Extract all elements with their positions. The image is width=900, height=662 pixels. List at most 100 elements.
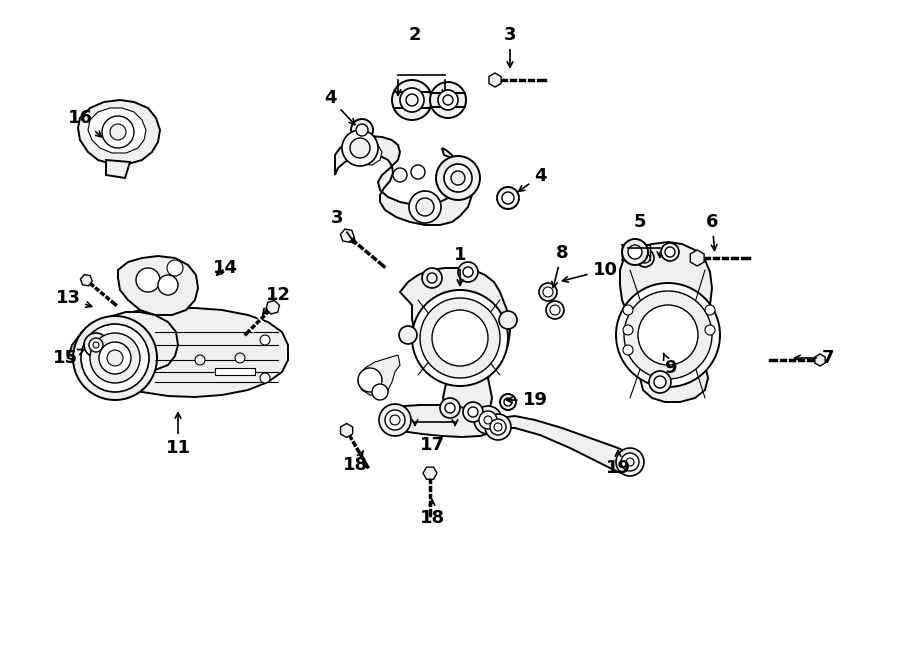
- Circle shape: [463, 267, 473, 277]
- Circle shape: [412, 290, 508, 386]
- Text: 6: 6: [706, 213, 718, 250]
- Text: 1: 1: [454, 246, 466, 285]
- Circle shape: [358, 368, 382, 392]
- Circle shape: [260, 335, 270, 345]
- Circle shape: [543, 287, 553, 297]
- Polygon shape: [400, 268, 510, 420]
- Polygon shape: [68, 308, 288, 397]
- Circle shape: [420, 298, 500, 378]
- Circle shape: [385, 410, 405, 430]
- Circle shape: [393, 168, 407, 182]
- Circle shape: [107, 350, 123, 366]
- Polygon shape: [490, 416, 638, 475]
- Circle shape: [195, 355, 205, 365]
- Circle shape: [430, 82, 466, 118]
- Circle shape: [494, 423, 502, 431]
- Polygon shape: [430, 93, 465, 107]
- Text: 7: 7: [795, 349, 834, 367]
- Polygon shape: [78, 100, 160, 164]
- Circle shape: [451, 171, 465, 185]
- Polygon shape: [340, 424, 353, 438]
- Circle shape: [705, 325, 715, 335]
- Circle shape: [427, 273, 437, 283]
- Circle shape: [436, 156, 480, 200]
- Circle shape: [550, 305, 560, 315]
- Text: 3: 3: [504, 26, 517, 68]
- Polygon shape: [80, 275, 93, 286]
- Text: 18: 18: [342, 451, 367, 474]
- Text: 10: 10: [562, 261, 617, 282]
- Circle shape: [638, 305, 698, 365]
- Text: 4: 4: [324, 89, 355, 124]
- Polygon shape: [92, 312, 178, 372]
- Circle shape: [99, 342, 131, 374]
- Circle shape: [621, 453, 639, 471]
- Circle shape: [616, 448, 644, 476]
- Circle shape: [444, 164, 472, 192]
- Polygon shape: [356, 142, 382, 165]
- Polygon shape: [88, 108, 146, 153]
- Polygon shape: [622, 245, 650, 260]
- Circle shape: [626, 458, 634, 466]
- Circle shape: [440, 398, 460, 418]
- Circle shape: [458, 262, 478, 282]
- Circle shape: [260, 373, 270, 383]
- Circle shape: [432, 310, 488, 366]
- Circle shape: [342, 130, 378, 166]
- Text: 8: 8: [552, 244, 568, 287]
- Circle shape: [624, 291, 712, 379]
- Text: 9: 9: [663, 354, 676, 377]
- Circle shape: [500, 394, 516, 410]
- Circle shape: [399, 326, 417, 344]
- Polygon shape: [340, 229, 355, 242]
- Circle shape: [411, 165, 425, 179]
- Polygon shape: [335, 136, 472, 225]
- Circle shape: [158, 275, 178, 295]
- Circle shape: [640, 253, 650, 263]
- Circle shape: [636, 249, 654, 267]
- Circle shape: [504, 398, 512, 406]
- Circle shape: [409, 191, 441, 223]
- Circle shape: [392, 80, 432, 120]
- Circle shape: [445, 403, 455, 413]
- Text: 14: 14: [212, 259, 238, 277]
- Circle shape: [499, 311, 517, 329]
- Polygon shape: [358, 355, 400, 395]
- Circle shape: [81, 324, 149, 392]
- Circle shape: [490, 419, 506, 435]
- Text: 12: 12: [263, 286, 291, 314]
- Text: 13: 13: [56, 289, 92, 307]
- Circle shape: [356, 124, 368, 136]
- Circle shape: [351, 119, 373, 141]
- Circle shape: [350, 138, 370, 158]
- Circle shape: [661, 243, 679, 261]
- Circle shape: [372, 384, 388, 400]
- Polygon shape: [690, 250, 704, 266]
- Polygon shape: [395, 92, 430, 108]
- Text: 3: 3: [331, 209, 356, 244]
- Polygon shape: [385, 405, 495, 437]
- Circle shape: [93, 342, 99, 348]
- Polygon shape: [423, 467, 437, 479]
- Text: 18: 18: [419, 500, 445, 527]
- Circle shape: [416, 198, 434, 216]
- Circle shape: [622, 239, 648, 265]
- Circle shape: [623, 345, 633, 355]
- Circle shape: [406, 94, 418, 106]
- Polygon shape: [118, 256, 198, 315]
- Circle shape: [443, 95, 453, 105]
- Circle shape: [438, 90, 458, 110]
- Circle shape: [474, 406, 502, 434]
- Polygon shape: [215, 368, 255, 375]
- Text: 19: 19: [507, 391, 547, 409]
- Circle shape: [84, 333, 108, 357]
- Polygon shape: [620, 242, 712, 402]
- Circle shape: [484, 416, 492, 424]
- Polygon shape: [106, 160, 130, 178]
- Polygon shape: [814, 354, 825, 366]
- Circle shape: [479, 411, 497, 429]
- Circle shape: [468, 407, 478, 417]
- Circle shape: [463, 402, 483, 422]
- Circle shape: [90, 333, 140, 383]
- Text: 11: 11: [166, 412, 191, 457]
